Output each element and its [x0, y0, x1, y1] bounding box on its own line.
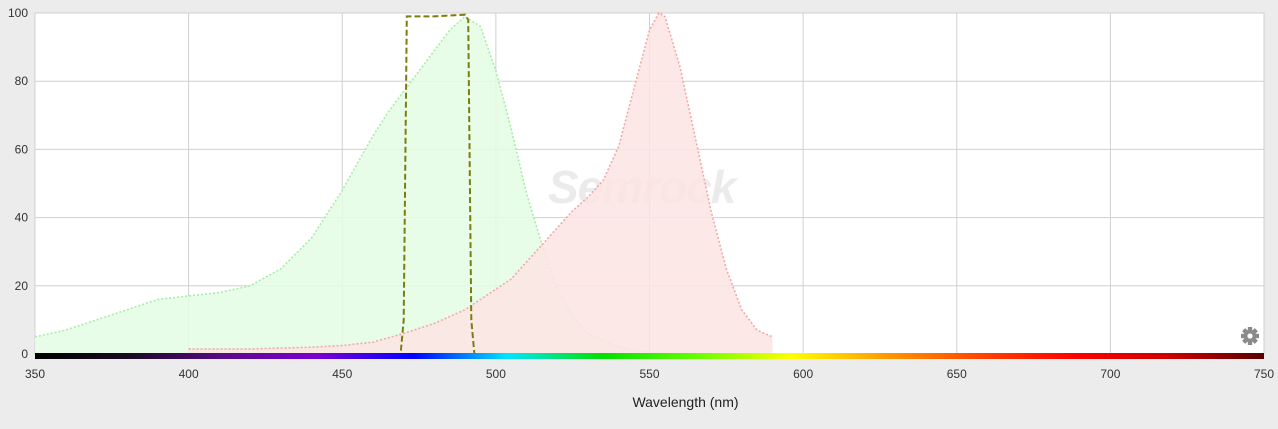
series-1-line	[188, 11, 773, 350]
gear-icon[interactable]	[1241, 327, 1259, 345]
series-0-area	[35, 16, 773, 355]
y-tick-label: 20	[15, 279, 29, 293]
y-tick-label: 100	[8, 6, 28, 20]
y-tick-label: 0	[21, 347, 28, 361]
series-2-line	[35, 13, 1264, 355]
x-tick-label: 550	[639, 367, 659, 381]
x-axis-title: Wavelength (nm)	[632, 394, 738, 410]
x-tick-label: 700	[1100, 367, 1120, 381]
settings-button[interactable]	[1241, 327, 1259, 345]
x-tick-label: 750	[1254, 367, 1274, 381]
y-tick-label: 80	[15, 74, 29, 88]
x-tick-label: 450	[332, 367, 352, 381]
y-tick-label: 60	[15, 142, 29, 156]
x-tick-label: 600	[793, 367, 813, 381]
color-spectrum-bar	[35, 353, 1264, 359]
x-tick-label: 400	[179, 367, 199, 381]
x-tick-label: 350	[25, 367, 45, 381]
y-tick-label: 40	[15, 211, 29, 225]
series-1-area	[188, 13, 773, 354]
tick-labels: 350 400 450 500 550 600 650 700 750 0 20 40 60 80 100	[8, 6, 1274, 381]
x-tick-label: 500	[486, 367, 506, 381]
series-layer	[34, 11, 1264, 355]
x-tick-label: 650	[947, 367, 967, 381]
